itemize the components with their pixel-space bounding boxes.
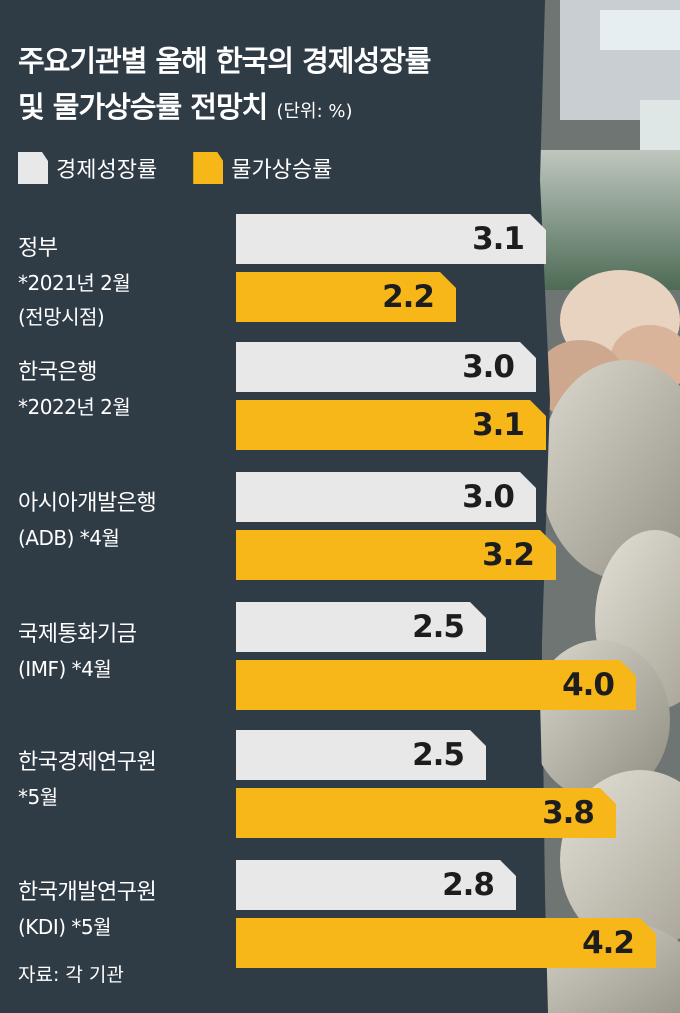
bar-value-label: 2.2 [382, 279, 435, 315]
legend-swatch-growth [18, 152, 48, 184]
group-note: (IMF) *4월 [18, 657, 112, 681]
bar-value-label: 3.1 [472, 407, 525, 443]
group-label-imf: 국제통화기금 (IMF) *4월 [18, 618, 137, 686]
chart-title-line2: 및 물가상승률 전망치 [18, 90, 268, 124]
bar-inflation [236, 660, 636, 710]
group-label-government: 정부 *2021년 2월 (전망시점) [18, 232, 131, 334]
bar-value-label: 3.0 [462, 479, 515, 515]
bar-growth [236, 602, 486, 652]
group-name: 한국개발연구원 [18, 880, 157, 905]
bar-inflation [236, 788, 616, 838]
bar-growth [236, 860, 516, 910]
bar-growth [236, 472, 536, 522]
bar-growth [236, 342, 536, 392]
chart-title: 주요기관별 올해 한국의 경제성장률 및 물가상승률 전망치 (단위: %) [18, 38, 431, 135]
group-note: (ADB) *4월 [18, 526, 120, 550]
legend-label-inflation: 물가상승률 [231, 158, 333, 183]
bar-growth [236, 730, 486, 780]
bar-value-label: 3.8 [542, 795, 595, 831]
bar-inflation [236, 530, 556, 580]
group-label-bok: 한국은행 *2022년 2월 [18, 356, 131, 424]
legend-item-inflation: 물가상승률 [193, 152, 332, 184]
group-note: *2022년 2월 [18, 395, 131, 419]
bar-value-label: 2.8 [442, 867, 495, 903]
group-label-kdi: 한국개발연구원 (KDI) *5월 [18, 876, 157, 944]
bar-inflation [236, 400, 546, 450]
legend: 경제성장률 물가상승률 [18, 150, 358, 186]
group-label-keri: 한국경제연구원 *5월 [18, 746, 157, 814]
group-note: *5월 [18, 785, 58, 809]
group-name: 국제통화기금 [18, 622, 137, 647]
group-name: 한국경제연구원 [18, 750, 157, 775]
bar-value-label: 4.2 [582, 925, 635, 961]
bar-value-label: 3.1 [472, 221, 525, 257]
group-name: 아시아개발은행 [18, 491, 157, 516]
chart-title-line1: 주요기관별 올해 한국의 경제성장률 [18, 44, 431, 78]
bar-value-label: 3.0 [462, 349, 515, 385]
bar-inflation [236, 272, 456, 322]
group-note: (전망시점) [18, 305, 105, 329]
bar-value-label: 2.5 [412, 609, 465, 645]
legend-swatch-inflation [193, 152, 224, 184]
unit-label: (단위: %) [276, 101, 353, 122]
group-name: 정부 [18, 236, 58, 261]
group-name: 한국은행 [18, 360, 97, 385]
bar-value-label: 2.5 [412, 737, 465, 773]
bar-value-label: 3.2 [482, 537, 535, 573]
legend-label-growth: 경제성장률 [56, 158, 158, 183]
group-note: (KDI) *5월 [18, 915, 112, 939]
bar-inflation [236, 918, 656, 968]
bar-value-label: 4.0 [562, 667, 615, 703]
group-label-adb: 아시아개발은행 (ADB) *4월 [18, 487, 157, 555]
bar-growth [236, 214, 546, 264]
legend-item-growth: 경제성장률 [18, 152, 157, 184]
group-note: *2021년 2월 [18, 271, 131, 295]
source-note: 자료: 각 기관 [18, 964, 124, 986]
